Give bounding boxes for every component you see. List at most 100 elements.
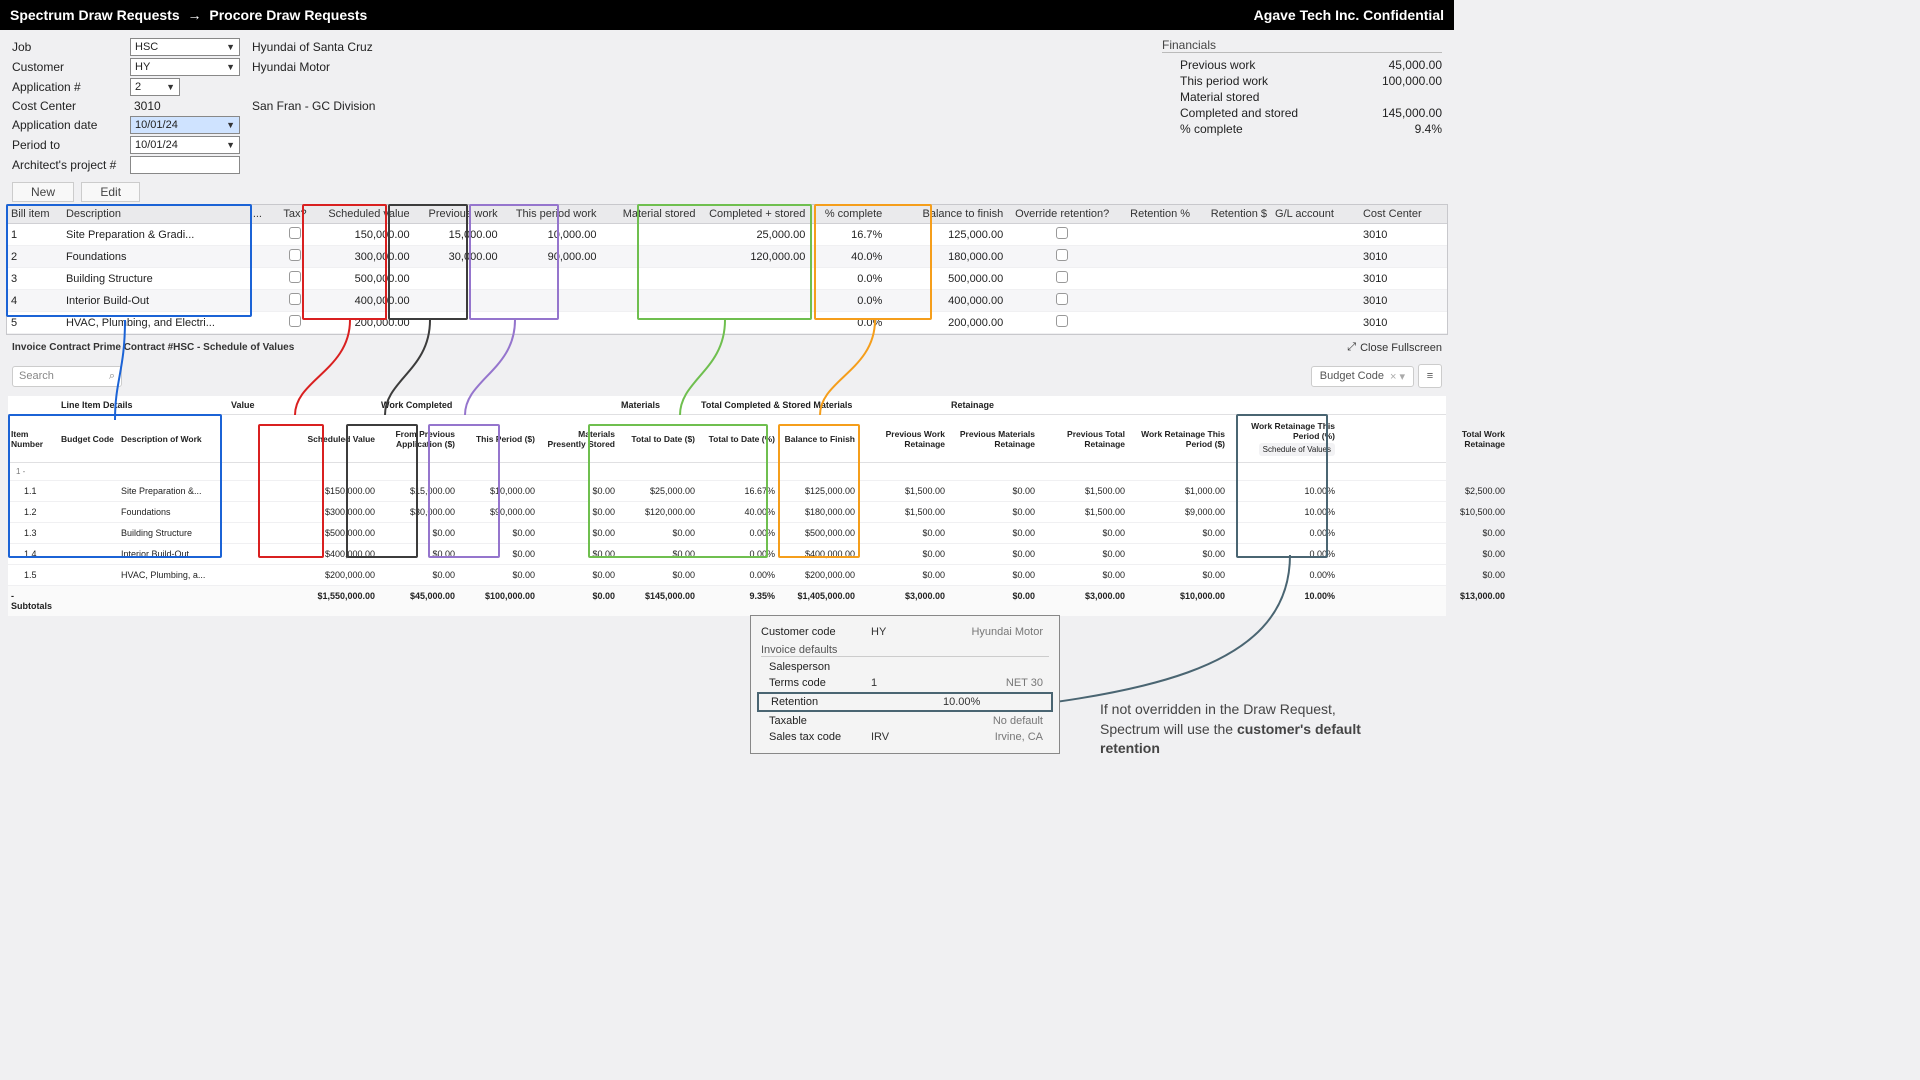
grp-line-item: Line Item Details — [58, 396, 228, 414]
search-input[interactable]: Search ⌕ — [12, 366, 122, 387]
new-button[interactable]: New — [12, 182, 74, 202]
col-scheduled-value[interactable]: Scheduled value — [315, 205, 414, 224]
hcol-scheduled-value[interactable]: Scheduled Value — [298, 428, 378, 450]
col-this-period[interactable]: This period work — [502, 205, 601, 224]
cp-inv-defaults-title: Invoice defaults — [761, 644, 1049, 657]
hcol-total-work-ret[interactable]: Total Work Retainage — [1418, 423, 1508, 455]
checkbox[interactable] — [289, 315, 301, 327]
cp-salestax-value: IRV — [871, 731, 941, 743]
cp-cust-code-label: Customer code — [761, 626, 871, 638]
customer-desc: Hyundai Motor — [248, 60, 375, 74]
customer-field[interactable]: HY▼ — [130, 58, 240, 76]
search-icon: ⌕ — [109, 370, 115, 383]
col-ret-amt[interactable]: Retention $ — [1194, 205, 1271, 224]
grp-total-completed: Total Completed & Stored Materials — [698, 396, 858, 414]
job-field[interactable]: HSC▼ — [130, 38, 240, 56]
table-row[interactable]: 4Interior Build-Out 400,000.00 0.0% 400,… — [7, 290, 1447, 312]
table-row[interactable]: 5HVAC, Plumbing, and Electri... 200,000.… — [7, 312, 1447, 334]
table-row[interactable]: 2Foundations 300,000.0030,000.0090,000.0… — [7, 246, 1447, 268]
period-to-field[interactable]: 10/01/24▼ — [130, 136, 240, 154]
checkbox[interactable] — [289, 271, 301, 283]
hcol-this-period[interactable]: This Period ($) — [458, 428, 538, 450]
col-completed-stored[interactable]: Completed + stored — [699, 205, 809, 224]
table-row[interactable]: 1.2Foundations $300,000.00$30,000.00$90,… — [8, 502, 1446, 523]
col-tax[interactable]: Tax? — [275, 205, 315, 224]
checkbox[interactable] — [1056, 249, 1068, 261]
cp-taxable-label: Taxable — [761, 715, 871, 727]
title-left: Spectrum Draw Requests — [10, 7, 180, 23]
job-desc: Hyundai of Santa Cruz — [248, 40, 375, 54]
col-balance-finish[interactable]: Balance to finish — [886, 205, 1007, 224]
fin-prev-work-label: Previous work — [1180, 58, 1255, 72]
col-description[interactable]: Description — [62, 205, 249, 224]
checkbox[interactable] — [289, 249, 301, 261]
job-label: Job — [12, 40, 122, 54]
checkbox[interactable] — [289, 227, 301, 239]
table-row[interactable]: 1.5HVAC, Plumbing, a... $200,000.00$0.00… — [8, 565, 1446, 586]
hcol-balance-finish[interactable]: Balance to Finish — [778, 428, 858, 450]
cp-salesperson-label: Salesperson — [761, 661, 871, 673]
hcol-item-no[interactable]: Item Number — [8, 423, 58, 455]
chevron-down-icon: ▼ — [166, 82, 175, 92]
checkbox[interactable] — [1056, 293, 1068, 305]
table-row[interactable]: 1.4Interior Build-Out $400,000.00$0.00$0… — [8, 544, 1446, 565]
section-label: 1 - — [8, 463, 1446, 481]
fin-pct-complete-label: % complete — [1180, 122, 1243, 136]
hcol-prev-mat-ret[interactable]: Previous Materials Retainage — [948, 423, 1038, 455]
cp-retention-value: 10.00% — [943, 696, 1047, 708]
col-gl-account[interactable]: G/L account — [1271, 205, 1359, 224]
table-row[interactable]: 1Site Preparation & Gradi... 150,000.001… — [7, 224, 1447, 246]
checkbox[interactable] — [1056, 271, 1068, 283]
financials-panel: Financials Previous work45,000.00 This p… — [1162, 38, 1442, 174]
hcol-work-ret-tp-amt[interactable]: Work Retainage This Period ($) — [1128, 423, 1228, 455]
grp-value: Value — [228, 396, 298, 414]
col-bill-item[interactable]: Bill item — [7, 205, 62, 224]
title-bar: Spectrum Draw Requests → Procore Draw Re… — [0, 0, 1454, 30]
cp-terms-desc: NET 30 — [941, 677, 1049, 689]
app-no-field[interactable]: 2▼ — [130, 78, 180, 96]
app-no-label: Application # — [12, 80, 122, 94]
col-pct-complete[interactable]: % complete — [809, 205, 886, 224]
hcol-mat-stored[interactable]: Materials Presently Stored — [538, 423, 618, 455]
hcol-from-prev[interactable]: From Previous Application ($) — [378, 423, 458, 455]
table-row[interactable]: 1.1Site Preparation &... $150,000.00$15,… — [8, 481, 1446, 502]
fin-mat-stored-label: Material stored — [1180, 90, 1259, 104]
hcol-ttd-amt[interactable]: Total to Date ($) — [618, 428, 698, 450]
col-override-ret[interactable]: Override retention? — [1007, 205, 1117, 224]
checkbox[interactable] — [1056, 315, 1068, 327]
hcol-budget-code[interactable]: Budget Code — [58, 428, 118, 450]
form-panel: Job HSC▼ Hyundai of Santa Cruz Customer … — [12, 38, 375, 174]
app-date-field[interactable]: 10/01/24▼ — [130, 116, 240, 134]
col-ret-pct[interactable]: Retention % — [1117, 205, 1194, 224]
fin-comp-stored-value: 145,000.00 — [1382, 106, 1442, 120]
hcol-prev-work-ret[interactable]: Previous Work Retainage — [858, 423, 948, 455]
spectrum-table: Bill item Description ... Tax? Scheduled… — [6, 204, 1448, 335]
hcol-ttd-pct[interactable]: Total to Date (%) — [698, 428, 778, 450]
col-cost-center[interactable]: Cost Center — [1359, 205, 1447, 224]
checkbox[interactable] — [289, 293, 301, 305]
col-previous-work[interactable]: Previous work — [414, 205, 502, 224]
cost-center-desc: San Fran - GC Division — [248, 99, 375, 113]
col-dots[interactable]: ... — [249, 205, 275, 224]
sov-chip: Schedule of Values — [1259, 443, 1335, 456]
title-right: Procore Draw Requests — [209, 7, 367, 23]
budget-code-select[interactable]: Budget Code× ▾ — [1311, 366, 1414, 387]
procore-table: Line Item Details Value Work Completed M… — [8, 396, 1446, 617]
table-row[interactable]: 3Building Structure 500,000.00 0.0% 500,… — [7, 268, 1447, 290]
chevron-down-icon: ▼ — [226, 42, 235, 52]
table-row[interactable]: 1.3Building Structure $500,000.00$0.00$0… — [8, 523, 1446, 544]
checkbox[interactable] — [1056, 227, 1068, 239]
close-fullscreen-button[interactable]: ⤢ Close Fullscreen — [1347, 341, 1442, 354]
hcol-work-ret-tp-pct[interactable]: Work Retainage This Period (%) Schedule … — [1228, 415, 1338, 462]
fin-prev-work-value: 45,000.00 — [1389, 58, 1442, 72]
filter-button[interactable]: ≡ — [1418, 364, 1442, 388]
annotation-text: If not overridden in the Draw Request, S… — [1100, 700, 1410, 759]
hcol-prev-total-ret[interactable]: Previous Total Retainage — [1038, 423, 1128, 455]
arch-proj-field[interactable] — [130, 156, 240, 174]
col-material-stored[interactable]: Material stored — [601, 205, 700, 224]
cost-center-label: Cost Center — [12, 99, 122, 113]
cost-center-value: 3010 — [130, 98, 240, 114]
hcol-desc-work[interactable]: Description of Work — [118, 428, 228, 450]
financials-title: Financials — [1162, 38, 1442, 53]
edit-button[interactable]: Edit — [81, 182, 140, 202]
